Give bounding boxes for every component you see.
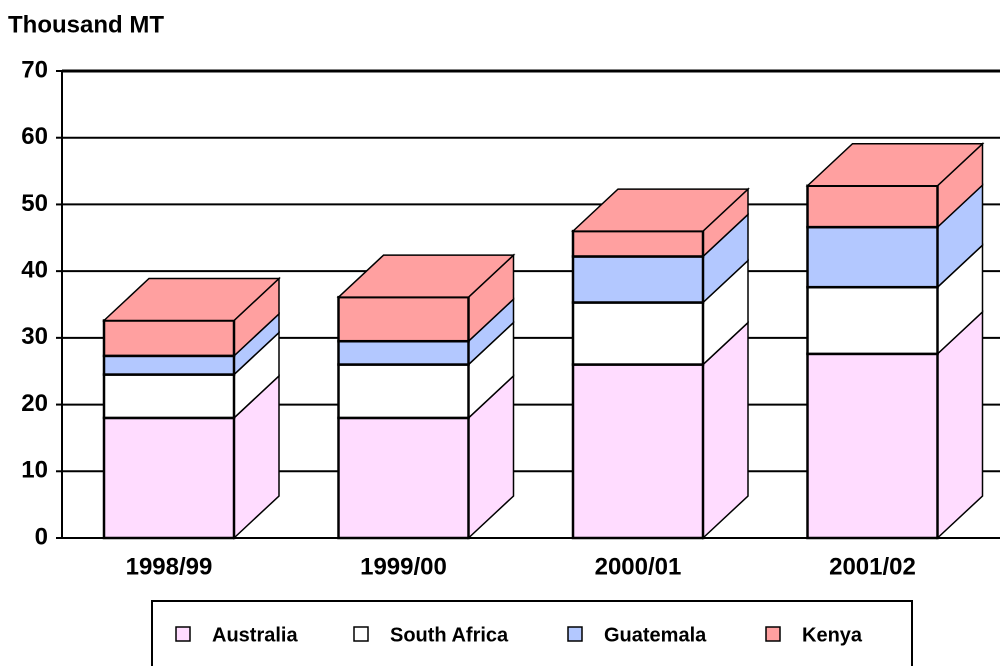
bar <box>571 255 705 304</box>
y-tick-label: 70 <box>21 56 48 83</box>
x-tick-label: 2001/02 <box>829 553 916 580</box>
bar-top <box>805 142 985 187</box>
y-tick-label: 50 <box>21 190 48 217</box>
bar <box>806 352 939 540</box>
legend-box <box>151 600 913 666</box>
bar-top <box>102 277 281 322</box>
bar <box>102 319 236 358</box>
legend-label: Australia <box>212 624 298 646</box>
legend-label: Kenya <box>802 624 863 646</box>
legend-label: Guatemala <box>604 624 707 646</box>
bar <box>337 363 470 420</box>
y-tick-label: 60 <box>21 123 48 150</box>
legend-swatch <box>353 626 369 642</box>
bar <box>102 416 236 540</box>
bar <box>337 339 470 366</box>
bar <box>571 301 705 366</box>
legend-swatch <box>175 626 191 642</box>
bar <box>806 285 939 356</box>
bar <box>337 416 470 540</box>
chart-title: Thousand MT <box>8 11 164 38</box>
y-tick-label: 0 <box>35 523 48 550</box>
bar-top <box>336 254 516 298</box>
legend-label: South Africa <box>390 624 509 646</box>
x-tick-label: 2000/01 <box>595 553 682 580</box>
bar <box>571 229 705 258</box>
bar-top <box>571 188 750 232</box>
bar <box>102 354 236 376</box>
bar <box>806 225 939 289</box>
bar <box>806 184 939 229</box>
x-tick-label: 1998/99 <box>126 553 213 580</box>
y-tick-label: 40 <box>21 256 48 283</box>
legend-swatch <box>765 626 781 642</box>
y-tick-label: 30 <box>21 323 48 350</box>
bar <box>571 363 705 540</box>
x-tick-label: 1999/00 <box>360 553 447 580</box>
y-tick-label: 20 <box>21 390 48 417</box>
legend-swatch <box>567 626 583 642</box>
bar <box>337 295 470 343</box>
y-tick-label: 10 <box>21 457 48 484</box>
bar <box>102 373 236 420</box>
